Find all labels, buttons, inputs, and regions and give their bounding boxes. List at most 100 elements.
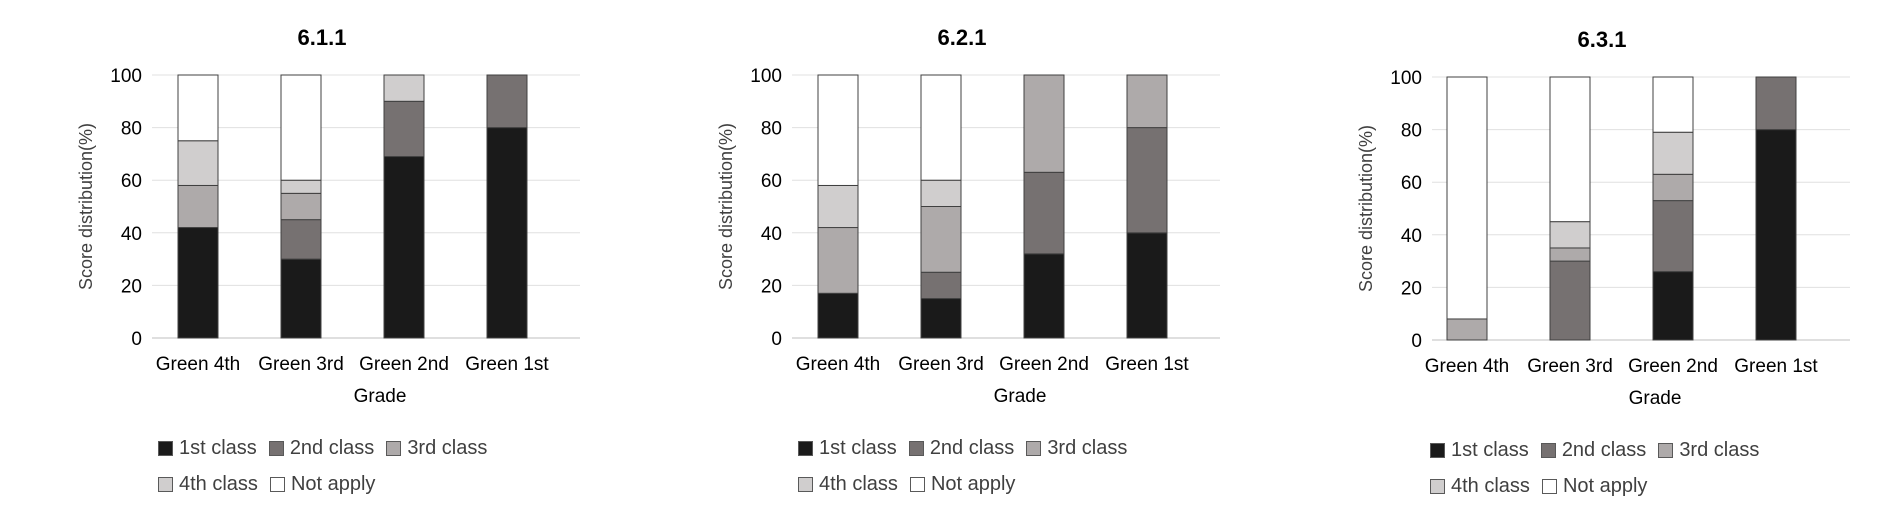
y-tick-label: 100 xyxy=(110,66,142,87)
chart-panel-6-2-1: 6.2.1 0 20 40 60 80 100 Score distribution(%) Gr… xyxy=(640,0,1270,420)
bar-segment-1st-class xyxy=(1126,232,1168,339)
legend-item: 4th class xyxy=(798,473,898,496)
bar-segment-3rd-class xyxy=(1549,247,1591,262)
bar-segment-1st-class xyxy=(486,127,528,339)
legend-item: 3rd class xyxy=(1658,439,1759,462)
y-tick-label: 60 xyxy=(761,171,782,192)
bar-segment-2nd-class xyxy=(1549,260,1591,341)
x-tick-label: Green 4th xyxy=(156,354,241,375)
legend-swatch xyxy=(908,440,924,456)
legend-swatch xyxy=(909,476,925,492)
legend-label: 1st class xyxy=(819,436,897,459)
legend-label: Not apply xyxy=(1562,474,1648,497)
chart-6-3-1: 6.3.1 0 20 40 60 80 100 Score distribution(%) Gr… xyxy=(1356,27,1850,409)
bar-segment-4th-class xyxy=(920,179,962,207)
legend-label: 3rd class xyxy=(407,436,488,459)
bar-segment-3rd-class xyxy=(1023,74,1065,173)
legend-label: 3rd class xyxy=(1047,436,1128,459)
chart-panel-6-1-1: 6.1.1 0 20 40 60 80 100 Score distribution(%) Gr… xyxy=(0,0,630,420)
bar-segment-4th-class xyxy=(817,184,859,229)
x-axis-label: Grade xyxy=(1629,388,1682,409)
y-tick-label: 20 xyxy=(1401,278,1422,299)
legend-item: 1st class xyxy=(798,437,897,460)
legend-row: 1st class 2nd class 3rd class xyxy=(158,430,578,466)
legend-row: 4th class Not apply xyxy=(798,466,1218,502)
legend-swatch xyxy=(1541,478,1557,494)
bar-segment-1st-class xyxy=(280,258,322,339)
bar-segment-not-apply xyxy=(920,74,962,181)
legend-6-2-1: 1st class 2nd class 3rd class 4th class Not … xyxy=(798,430,1218,502)
x-tick-label: Green 4th xyxy=(796,354,881,375)
bar-segment-2nd-class xyxy=(1755,76,1797,131)
bar-segment-1st-class xyxy=(1652,271,1694,341)
legend-label: 3rd class xyxy=(1679,438,1760,461)
bar-segment-2nd-class xyxy=(1023,171,1065,255)
bar-segment-2nd-class xyxy=(486,74,528,129)
chart-title: 6.1.1 xyxy=(298,25,347,50)
bar-segment-3rd-class xyxy=(177,184,219,229)
legend-label: Not apply xyxy=(290,472,376,495)
bar-segment-4th-class xyxy=(1652,131,1694,175)
x-tick-label: Green 3rd xyxy=(1527,356,1613,377)
bar-segment-1st-class xyxy=(383,156,425,339)
legend-swatch xyxy=(1430,478,1445,494)
legend-item: 2nd class xyxy=(268,437,374,460)
bar-segment-1st-class xyxy=(817,292,859,339)
legend-label: 1st class xyxy=(1451,438,1529,461)
chart-title: 6.2.1 xyxy=(938,25,987,50)
y-tick-label: 0 xyxy=(131,329,142,350)
y-tick-label: 60 xyxy=(1401,173,1422,194)
x-tick-label: Green 2nd xyxy=(999,354,1089,375)
bar-segment-3rd-class xyxy=(280,192,322,221)
y-tick-label: 80 xyxy=(761,119,782,140)
bar-segment-not-apply xyxy=(817,74,859,186)
bar-segment-3rd-class xyxy=(1652,173,1694,202)
legend-swatch xyxy=(269,476,285,492)
legend-item: 1st class xyxy=(158,437,257,460)
legend-swatch xyxy=(386,440,402,456)
legend-swatch xyxy=(268,440,284,456)
y-tick-label: 20 xyxy=(121,276,142,297)
legend-item: Not apply xyxy=(909,473,1015,496)
legend-label: 4th class xyxy=(1451,474,1530,497)
y-axis-label: Score distribution(%) xyxy=(716,123,736,290)
y-axis-label: Score distribution(%) xyxy=(1356,125,1376,292)
bar-segment-4th-class xyxy=(1549,221,1591,249)
bar-segment-3rd-class xyxy=(1126,74,1168,129)
bar-segment-2nd-class xyxy=(1652,200,1694,273)
y-tick-label: 40 xyxy=(761,224,782,245)
legend-6-1-1: 1st class 2nd class 3rd class 4th class Not … xyxy=(158,430,578,502)
bar-segment-2nd-class xyxy=(920,271,962,300)
legend-item: 3rd class xyxy=(1026,437,1127,460)
y-tick-label: 80 xyxy=(1401,121,1422,142)
x-tick-label: Green 4th xyxy=(1425,356,1510,377)
legend-item: Not apply xyxy=(269,472,376,496)
bar-segment-1st-class xyxy=(1755,129,1797,341)
bar-segment-3rd-class xyxy=(1446,318,1488,341)
bar-segment-not-apply xyxy=(1652,76,1694,133)
y-tick-label: 0 xyxy=(771,329,782,350)
legend-label: 2nd class xyxy=(929,436,1015,459)
legend-swatch xyxy=(1430,442,1445,458)
legend-item: 2nd class xyxy=(908,436,1015,460)
x-tick-label: Green 3rd xyxy=(258,354,344,375)
legend-swatch xyxy=(1540,442,1556,458)
bar-segment-2nd-class xyxy=(1126,127,1168,234)
legend-item: Not apply xyxy=(1541,474,1648,498)
legend-swatch xyxy=(1658,442,1674,458)
legend-item: 2nd class xyxy=(1540,439,1646,462)
bar-segment-1st-class xyxy=(920,298,962,339)
bar-segment-3rd-class xyxy=(920,206,962,273)
bar-segment-2nd-class xyxy=(280,219,322,260)
bar-segment-not-apply xyxy=(1446,76,1488,320)
bar-segment-1st-class xyxy=(177,227,219,339)
bar-segment-not-apply xyxy=(177,74,219,142)
x-tick-label: Green 2nd xyxy=(359,354,449,375)
x-tick-label: Green 2nd xyxy=(1628,356,1718,377)
y-tick-label: 100 xyxy=(1390,68,1422,89)
chart-6-2-1: 6.2.1 0 20 40 60 80 100 Score distribution(%) Gr… xyxy=(716,25,1220,407)
legend-row: 4th class Not apply xyxy=(158,466,578,502)
legend-swatch xyxy=(158,440,173,456)
legend-swatch xyxy=(158,476,173,492)
x-tick-label: Green 1st xyxy=(1734,356,1818,377)
